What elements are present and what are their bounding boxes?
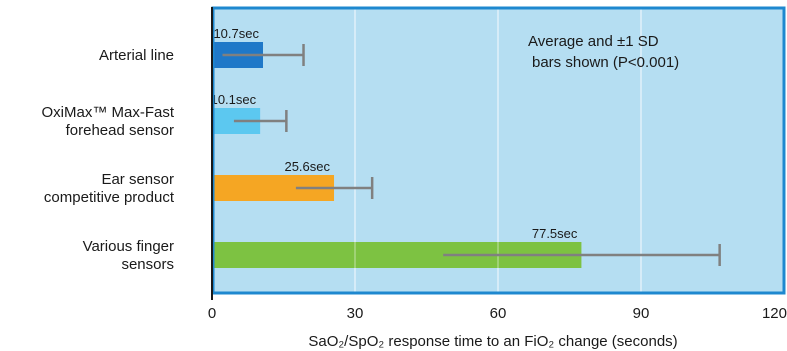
x-tick-label-90: 90 (633, 305, 650, 322)
data-label-3: 77.5sec (532, 226, 578, 241)
data-label-1: 10.1sec (211, 92, 257, 107)
category-label-0: Arterial line (99, 47, 174, 64)
data-label-0: 10.7sec (213, 26, 259, 41)
x-axis-label: SaO₂/SpO₂ response time to an FiO₂ chang… (308, 333, 677, 350)
x-tick-label-30: 30 (347, 305, 364, 322)
category-label-1: OxiMax™ Max-Fast forehead sensor (41, 104, 174, 139)
x-tick-label-120: 120 (762, 305, 787, 322)
category-label-3: Various finger sensors (83, 238, 174, 273)
data-label-2: 25.6sec (284, 159, 330, 174)
x-tick-label-60: 60 (490, 305, 507, 322)
category-label-2: Ear sensor competitive product (44, 171, 175, 206)
annotation-text: Average and ±1 SD bars shown (P<0.001) (528, 33, 679, 71)
x-tick-label-0: 0 (208, 305, 216, 322)
